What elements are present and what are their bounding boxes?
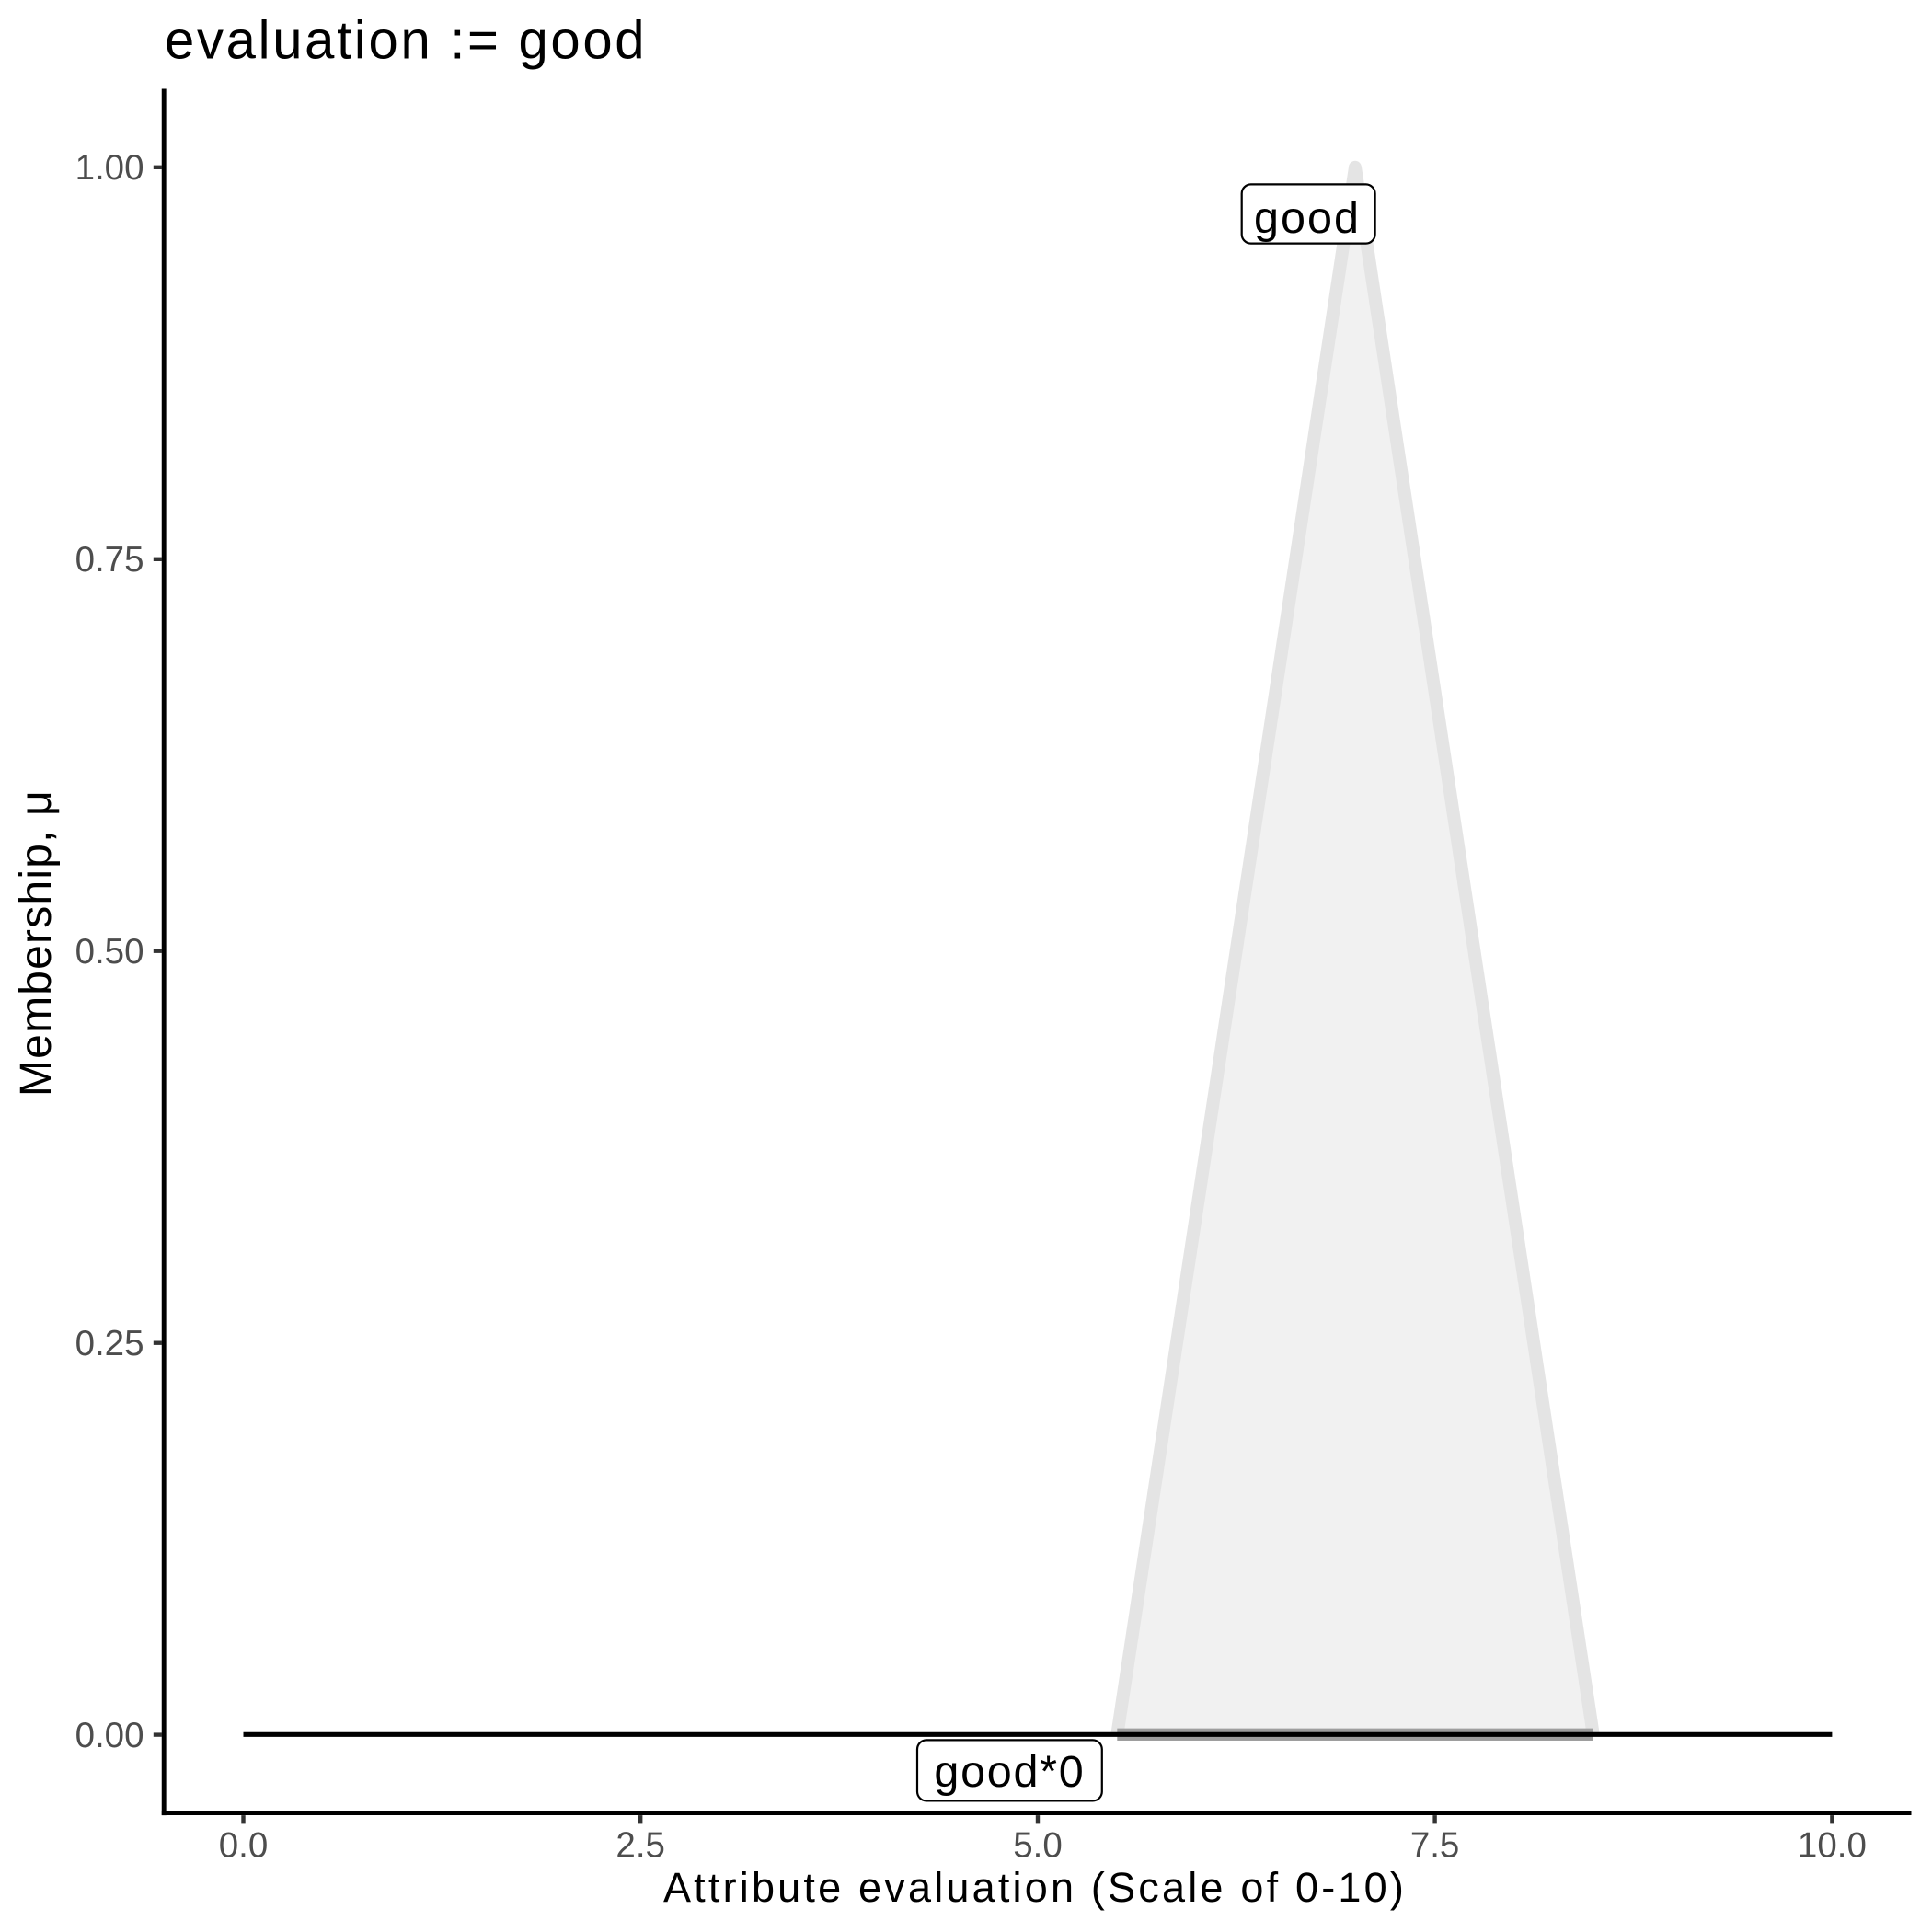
svg-text:0.00: 0.00 (75, 1716, 144, 1755)
svg-text:Membership, μ: Membership, μ (12, 789, 61, 1097)
svg-text:Attribute evaluation (Scale of: Attribute evaluation (Scale of 0-10) (663, 1864, 1407, 1911)
svg-text:evaluation := good: evaluation := good (165, 11, 647, 71)
svg-text:7.5: 7.5 (1410, 1826, 1460, 1866)
svg-text:0.0: 0.0 (219, 1826, 269, 1866)
svg-text:0.50: 0.50 (75, 932, 144, 972)
svg-text:1.00: 1.00 (75, 148, 144, 188)
svg-text:5.0: 5.0 (1013, 1826, 1063, 1866)
svg-text:10.0: 10.0 (1798, 1826, 1867, 1866)
svg-text:good: good (1254, 193, 1361, 243)
svg-text:0.75: 0.75 (75, 540, 144, 580)
svg-text:good*0: good*0 (934, 1747, 1085, 1797)
svg-text:2.5: 2.5 (615, 1826, 665, 1866)
svg-text:0.25: 0.25 (75, 1324, 144, 1363)
